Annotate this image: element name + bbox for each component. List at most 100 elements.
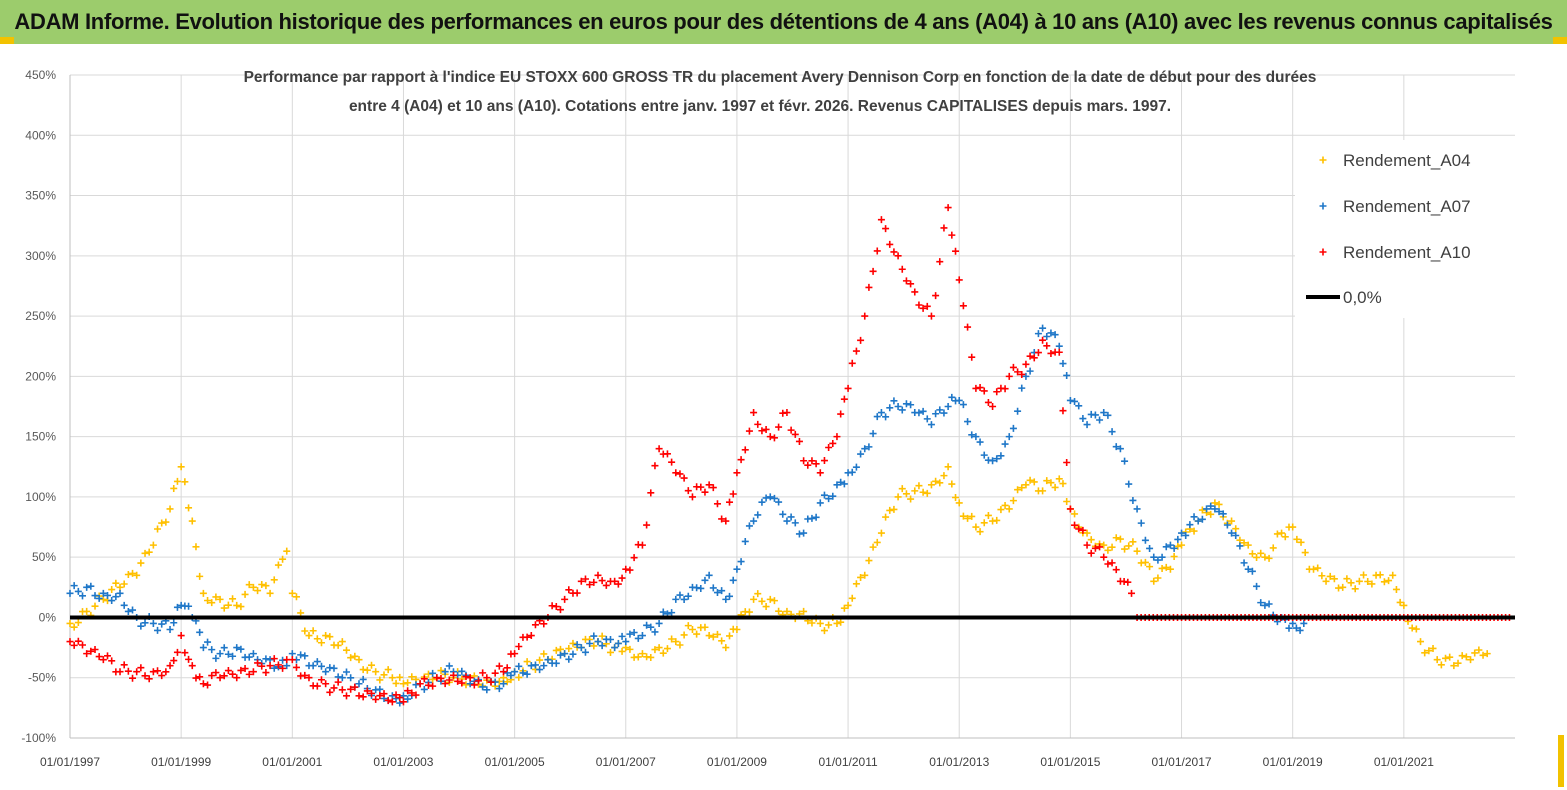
data-point: [334, 641, 342, 649]
data-point: [470, 681, 478, 689]
data-point: [1030, 478, 1038, 486]
data-point: [643, 521, 651, 529]
data-point: [204, 638, 212, 646]
data-point: [882, 513, 890, 521]
data-point: [697, 483, 705, 491]
data-point: [372, 668, 380, 676]
data-point: [1343, 575, 1351, 583]
y-tick-label: 450%: [25, 68, 56, 82]
x-tick-label: 01/01/2003: [373, 755, 433, 769]
data-point: [812, 460, 820, 468]
data-point: [91, 592, 99, 600]
data-point: [347, 654, 355, 662]
data-point: [787, 426, 795, 434]
legend-label: Rendement_A07: [1343, 197, 1471, 216]
data-point: [565, 645, 573, 653]
data-point: [388, 674, 396, 682]
data-point: [1075, 525, 1083, 533]
y-tick-label: 400%: [25, 128, 56, 142]
data-point: [380, 671, 388, 679]
data-point: [188, 662, 196, 670]
data-point: [1281, 533, 1289, 541]
data-point: [837, 618, 845, 626]
data-point: [676, 470, 684, 478]
data-point: [618, 647, 626, 655]
data-point: [245, 653, 253, 661]
data-point: [1051, 483, 1059, 491]
data-point: [1458, 652, 1466, 660]
data-point: [185, 655, 193, 663]
data-point: [984, 398, 992, 406]
data-point: [602, 581, 610, 589]
data-point: [709, 484, 717, 492]
data-point: [1454, 659, 1462, 667]
data-point: [1104, 546, 1112, 554]
data-point: [208, 646, 216, 654]
data-point: [693, 630, 701, 638]
data-point: [770, 597, 778, 605]
data-point: [208, 672, 216, 680]
data-point: [1018, 370, 1026, 378]
data-point: [611, 644, 619, 652]
data-point: [857, 450, 865, 458]
data-point: [495, 662, 503, 670]
data-point: [915, 409, 923, 417]
data-point: [233, 674, 241, 682]
data-point: [1240, 559, 1248, 567]
corner-accent-bottom: [1558, 735, 1564, 787]
data-point: [523, 658, 531, 666]
data-point: [688, 626, 696, 634]
data-point: [618, 632, 626, 640]
data-point: [380, 690, 388, 698]
data-point: [1108, 543, 1116, 551]
data-point: [907, 495, 915, 503]
data-point: [634, 653, 642, 661]
data-point: [1124, 578, 1132, 586]
data-point: [108, 586, 116, 594]
data-point: [149, 668, 157, 676]
data-point: [297, 651, 305, 659]
data-point: [1066, 396, 1074, 404]
data-point: [1108, 559, 1116, 567]
data-point: [99, 589, 107, 597]
data-point: [262, 669, 270, 677]
data-point: [865, 283, 873, 291]
data-point: [507, 671, 515, 679]
data-point: [820, 491, 828, 499]
data-point: [622, 565, 630, 573]
data-point: [800, 457, 808, 465]
data-point: [454, 677, 462, 685]
data-point: [1100, 553, 1108, 561]
data-point: [392, 679, 400, 687]
data-point: [684, 487, 692, 495]
data-point: [680, 595, 688, 603]
data-point: [852, 463, 860, 471]
data-point: [445, 662, 453, 670]
data-point: [898, 265, 906, 273]
data-point: [129, 569, 137, 577]
data-point: [95, 594, 103, 602]
data-point: [149, 619, 157, 627]
data-point: [783, 517, 791, 525]
data-point: [741, 446, 749, 454]
data-point: [196, 673, 204, 681]
data-point: [1083, 529, 1091, 537]
data-point: [1273, 530, 1281, 538]
data-point: [1009, 424, 1017, 432]
data-point: [705, 632, 713, 640]
data-point: [1174, 542, 1182, 550]
data-point: [676, 641, 684, 649]
data-point: [1100, 409, 1108, 417]
data-point: [1047, 329, 1055, 337]
data-point: [1442, 654, 1450, 662]
data-point: [626, 645, 634, 653]
data-point: [66, 589, 74, 597]
data-point: [770, 494, 778, 502]
data-point: [626, 566, 634, 574]
data-point: [536, 656, 544, 664]
data-point: [1355, 577, 1363, 585]
data-point: [808, 514, 816, 522]
data-point: [1001, 501, 1009, 509]
data-point: [1039, 336, 1047, 344]
data-point: [745, 427, 753, 435]
